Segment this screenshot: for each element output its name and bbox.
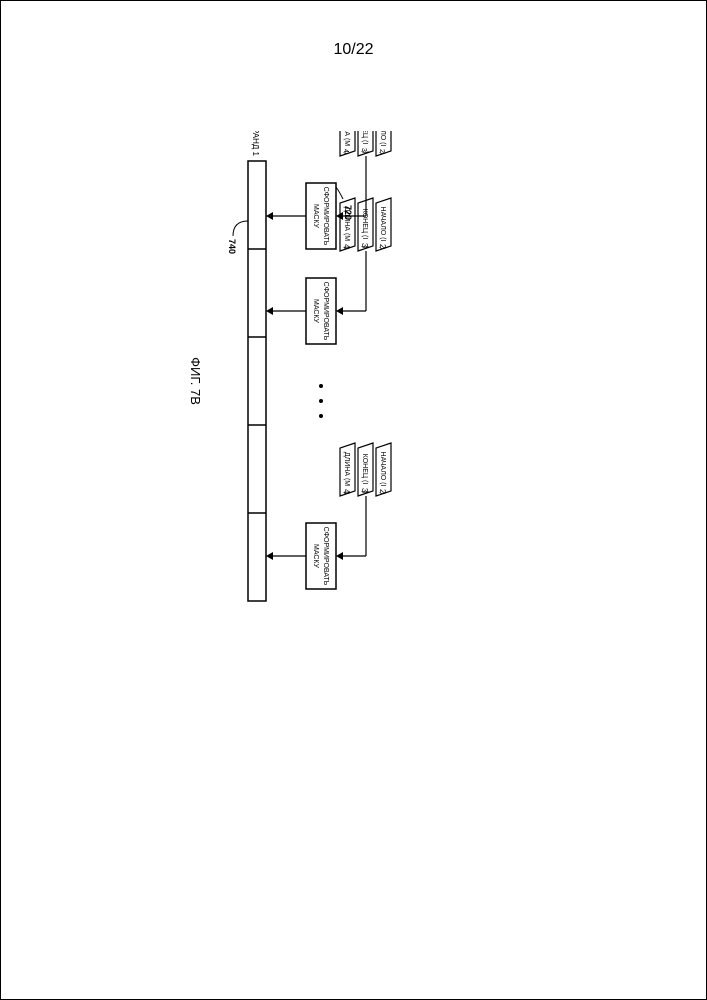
svg-text:СФОРМИРОВАТЬ: СФОРМИРОВАТЬ xyxy=(322,282,329,341)
svg-text:НАЧАЛО (I: НАЧАЛО (I xyxy=(379,131,386,147)
svg-text:СФОРМИРОВАТЬ: СФОРМИРОВАТЬ xyxy=(322,527,329,586)
svg-text:ДЛИНА (M: ДЛИНА (M xyxy=(343,452,350,486)
svg-text:НАЧАЛО (I: НАЧАЛО (I xyxy=(379,452,386,487)
svg-text:КОНЕЦ (I: КОНЕЦ (I xyxy=(361,131,368,144)
svg-text:): ) xyxy=(343,492,350,494)
svg-text:ДЛИНА (M: ДЛИНА (M xyxy=(343,131,350,146)
operand-label: ОПЕРАНД 1 xyxy=(251,131,260,157)
svg-text:МАСКУ: МАСКУ xyxy=(312,204,319,229)
svg-text:): ) xyxy=(343,247,350,249)
svg-text:ДЛИНА (M: ДЛИНА (M xyxy=(343,207,350,241)
svg-text:): ) xyxy=(361,151,368,153)
figure-label: ФИГ. 7B xyxy=(188,357,203,405)
page-number: 10/22 xyxy=(333,41,373,59)
svg-text:КОНЕЦ (I: КОНЕЦ (I xyxy=(361,209,368,240)
svg-text:): ) xyxy=(361,246,368,248)
svg-text:МАСКУ: МАСКУ xyxy=(312,544,319,569)
svg-text:): ) xyxy=(379,247,386,249)
svg-text:): ) xyxy=(379,492,386,494)
svg-text:КОНЕЦ (I: КОНЕЦ (I xyxy=(361,454,368,485)
ref-740: 740 xyxy=(227,239,237,254)
svg-text:): ) xyxy=(361,491,368,493)
svg-text:): ) xyxy=(343,152,350,154)
svg-text:НАЧАЛО (I: НАЧАЛО (I xyxy=(379,207,386,242)
svg-text:СФОРМИРОВАТЬ: СФОРМИРОВАТЬ xyxy=(322,187,329,246)
page: 10/22 ОПЕРАНД 1 740 ФИГ. 7B СФОРМИРОВАТЬ… xyxy=(0,0,707,1000)
svg-text:МАСКУ: МАСКУ xyxy=(312,299,319,324)
diagram: ОПЕРАНД 1 740 ФИГ. 7B СФОРМИРОВАТЬ МАСКУ xyxy=(81,131,621,851)
svg-text:): ) xyxy=(379,152,386,154)
